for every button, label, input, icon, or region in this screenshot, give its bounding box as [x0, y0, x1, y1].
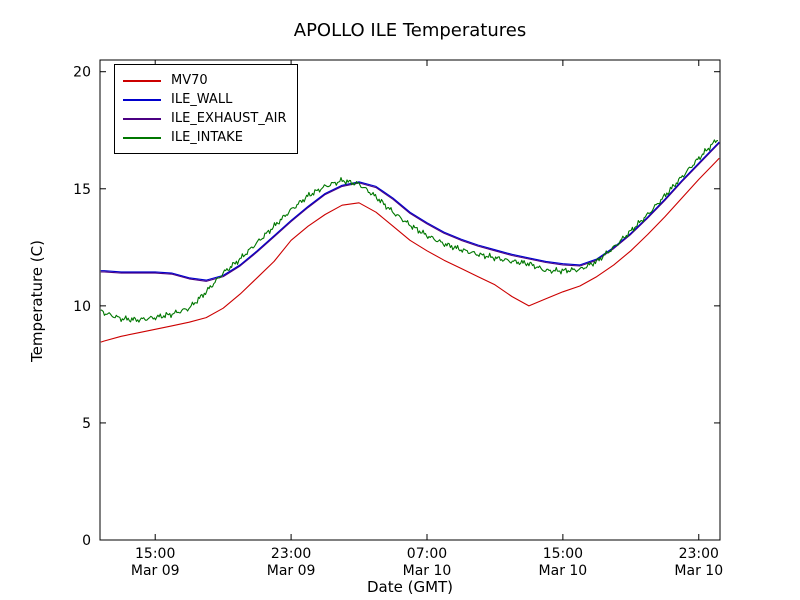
legend-label: ILE_EXHAUST_AIR	[171, 111, 287, 126]
legend-line-sample	[123, 79, 161, 82]
legend-line-sample	[123, 136, 161, 139]
legend-label: ILE_WALL	[171, 92, 233, 107]
legend-item: ILE_WALL	[123, 90, 287, 109]
x-tick-date-label: Mar 10	[539, 563, 588, 579]
legend-item: MV70	[123, 71, 287, 90]
x-tick-date-label: Mar 10	[674, 563, 723, 579]
y-tick-label: 0	[82, 533, 91, 549]
chart-title: APOLLO ILE Temperatures	[293, 20, 527, 41]
legend-line-sample	[123, 117, 161, 120]
y-tick-label: 5	[82, 416, 91, 432]
axes-frame	[99, 59, 721, 541]
x-tick-date-label: Mar 09	[267, 563, 316, 579]
x-tick-date-label: Mar 10	[403, 563, 452, 579]
y-axis-label: Temperature (C)	[28, 240, 46, 362]
series-line-ile_wall	[100, 141, 720, 281]
x-tick-time-label: 23:00	[271, 546, 311, 562]
legend-line-sample	[123, 98, 161, 101]
y-tick-label: 10	[73, 299, 91, 315]
x-tick-time-label: 15:00	[543, 546, 583, 562]
x-tick-time-label: 07:00	[407, 546, 447, 562]
series-line-ile_intake	[100, 139, 719, 323]
legend-label: MV70	[171, 73, 208, 88]
y-tick-label: 20	[73, 65, 91, 81]
legend-item: ILE_INTAKE	[123, 128, 287, 147]
x-tick-time-label: 23:00	[679, 546, 719, 562]
legend-item: ILE_EXHAUST_AIR	[123, 109, 287, 128]
legend: MV70 ILE_WALL ILE_EXHAUST_AIR ILE_INTAKE	[114, 64, 298, 154]
y-tick-label: 15	[73, 182, 91, 198]
x-tick-date-label: Mar 09	[131, 563, 180, 579]
x-axis-label: Date (GMT)	[366, 578, 454, 596]
legend-label: ILE_INTAKE	[171, 130, 243, 145]
series-line-ile_exhaust_air	[100, 142, 720, 282]
series-line-mv70	[100, 157, 720, 343]
x-tick-time-label: 15:00	[135, 546, 175, 562]
